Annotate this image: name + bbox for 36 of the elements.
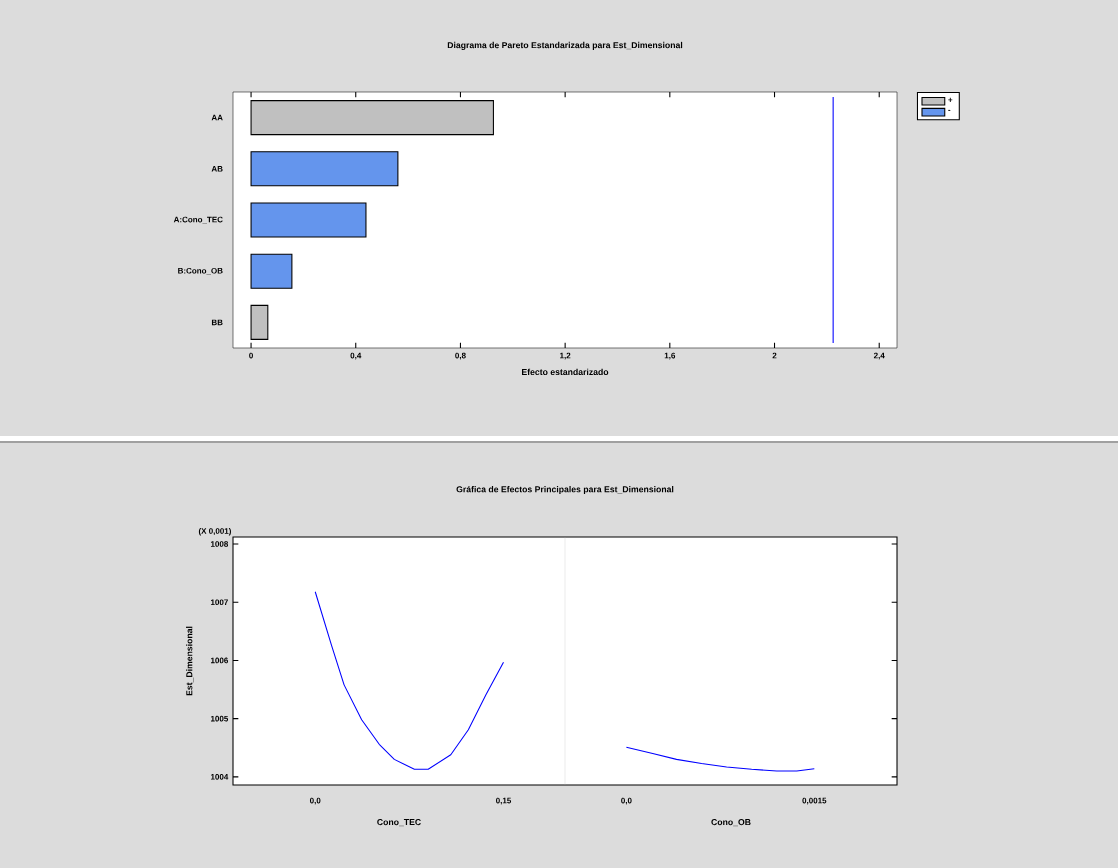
chart-title: Diagrama de Pareto Estandarizada para Est_Dimensional (447, 41, 683, 50)
legend-label: - (948, 109, 951, 111)
y-tick-label: 1004 (211, 774, 229, 780)
y-tick-label: 1008 (211, 541, 229, 547)
bar (250, 304, 269, 340)
bar (250, 100, 494, 136)
line-series (314, 591, 505, 770)
x-tick-label: 0 (249, 352, 253, 359)
x-tick-label: 1,2 (560, 352, 571, 360)
legend-label: + (948, 97, 953, 102)
y-tick-label: B:Cono_OB (178, 267, 223, 275)
x-tick-label: 0,0 (309, 797, 321, 805)
chart-title: Gráfica de Efectos Principales para Est_Dimensional (456, 485, 674, 495)
x-tick-label: 1,6 (664, 352, 676, 360)
y-tick-label: BB (211, 319, 223, 326)
text: (X 0,001) (198, 527, 231, 536)
x-axis-title: Efecto estandarizado (522, 368, 609, 376)
x-tick-label: 0,8 (455, 352, 466, 360)
y-tick-label: 1007 (211, 599, 228, 606)
x-tick-label: 2 (772, 352, 777, 359)
y-tick-label: 1005 (211, 715, 229, 722)
y-tick-label: AA (211, 114, 223, 121)
x-tick-label: 0,4 (350, 352, 362, 360)
x-tick-label: 2,4 (873, 352, 885, 360)
y-axis-title: Est_Dimensional (186, 626, 194, 696)
x-tick-label: 0,0 (621, 797, 632, 805)
x-axis-title: Cono_OB (711, 819, 751, 827)
bar (250, 151, 399, 187)
x-axis-title: Cono_TEC (377, 819, 421, 827)
bar (250, 202, 367, 238)
x-tick-label: 0,15 (496, 797, 512, 805)
y-tick-label: A:Cono_TEC (173, 216, 223, 224)
bar (250, 253, 293, 289)
y-tick-label: AB (211, 166, 223, 172)
y-tick-label: 1006 (211, 657, 228, 664)
x-tick-label: 0,0015 (802, 797, 827, 805)
